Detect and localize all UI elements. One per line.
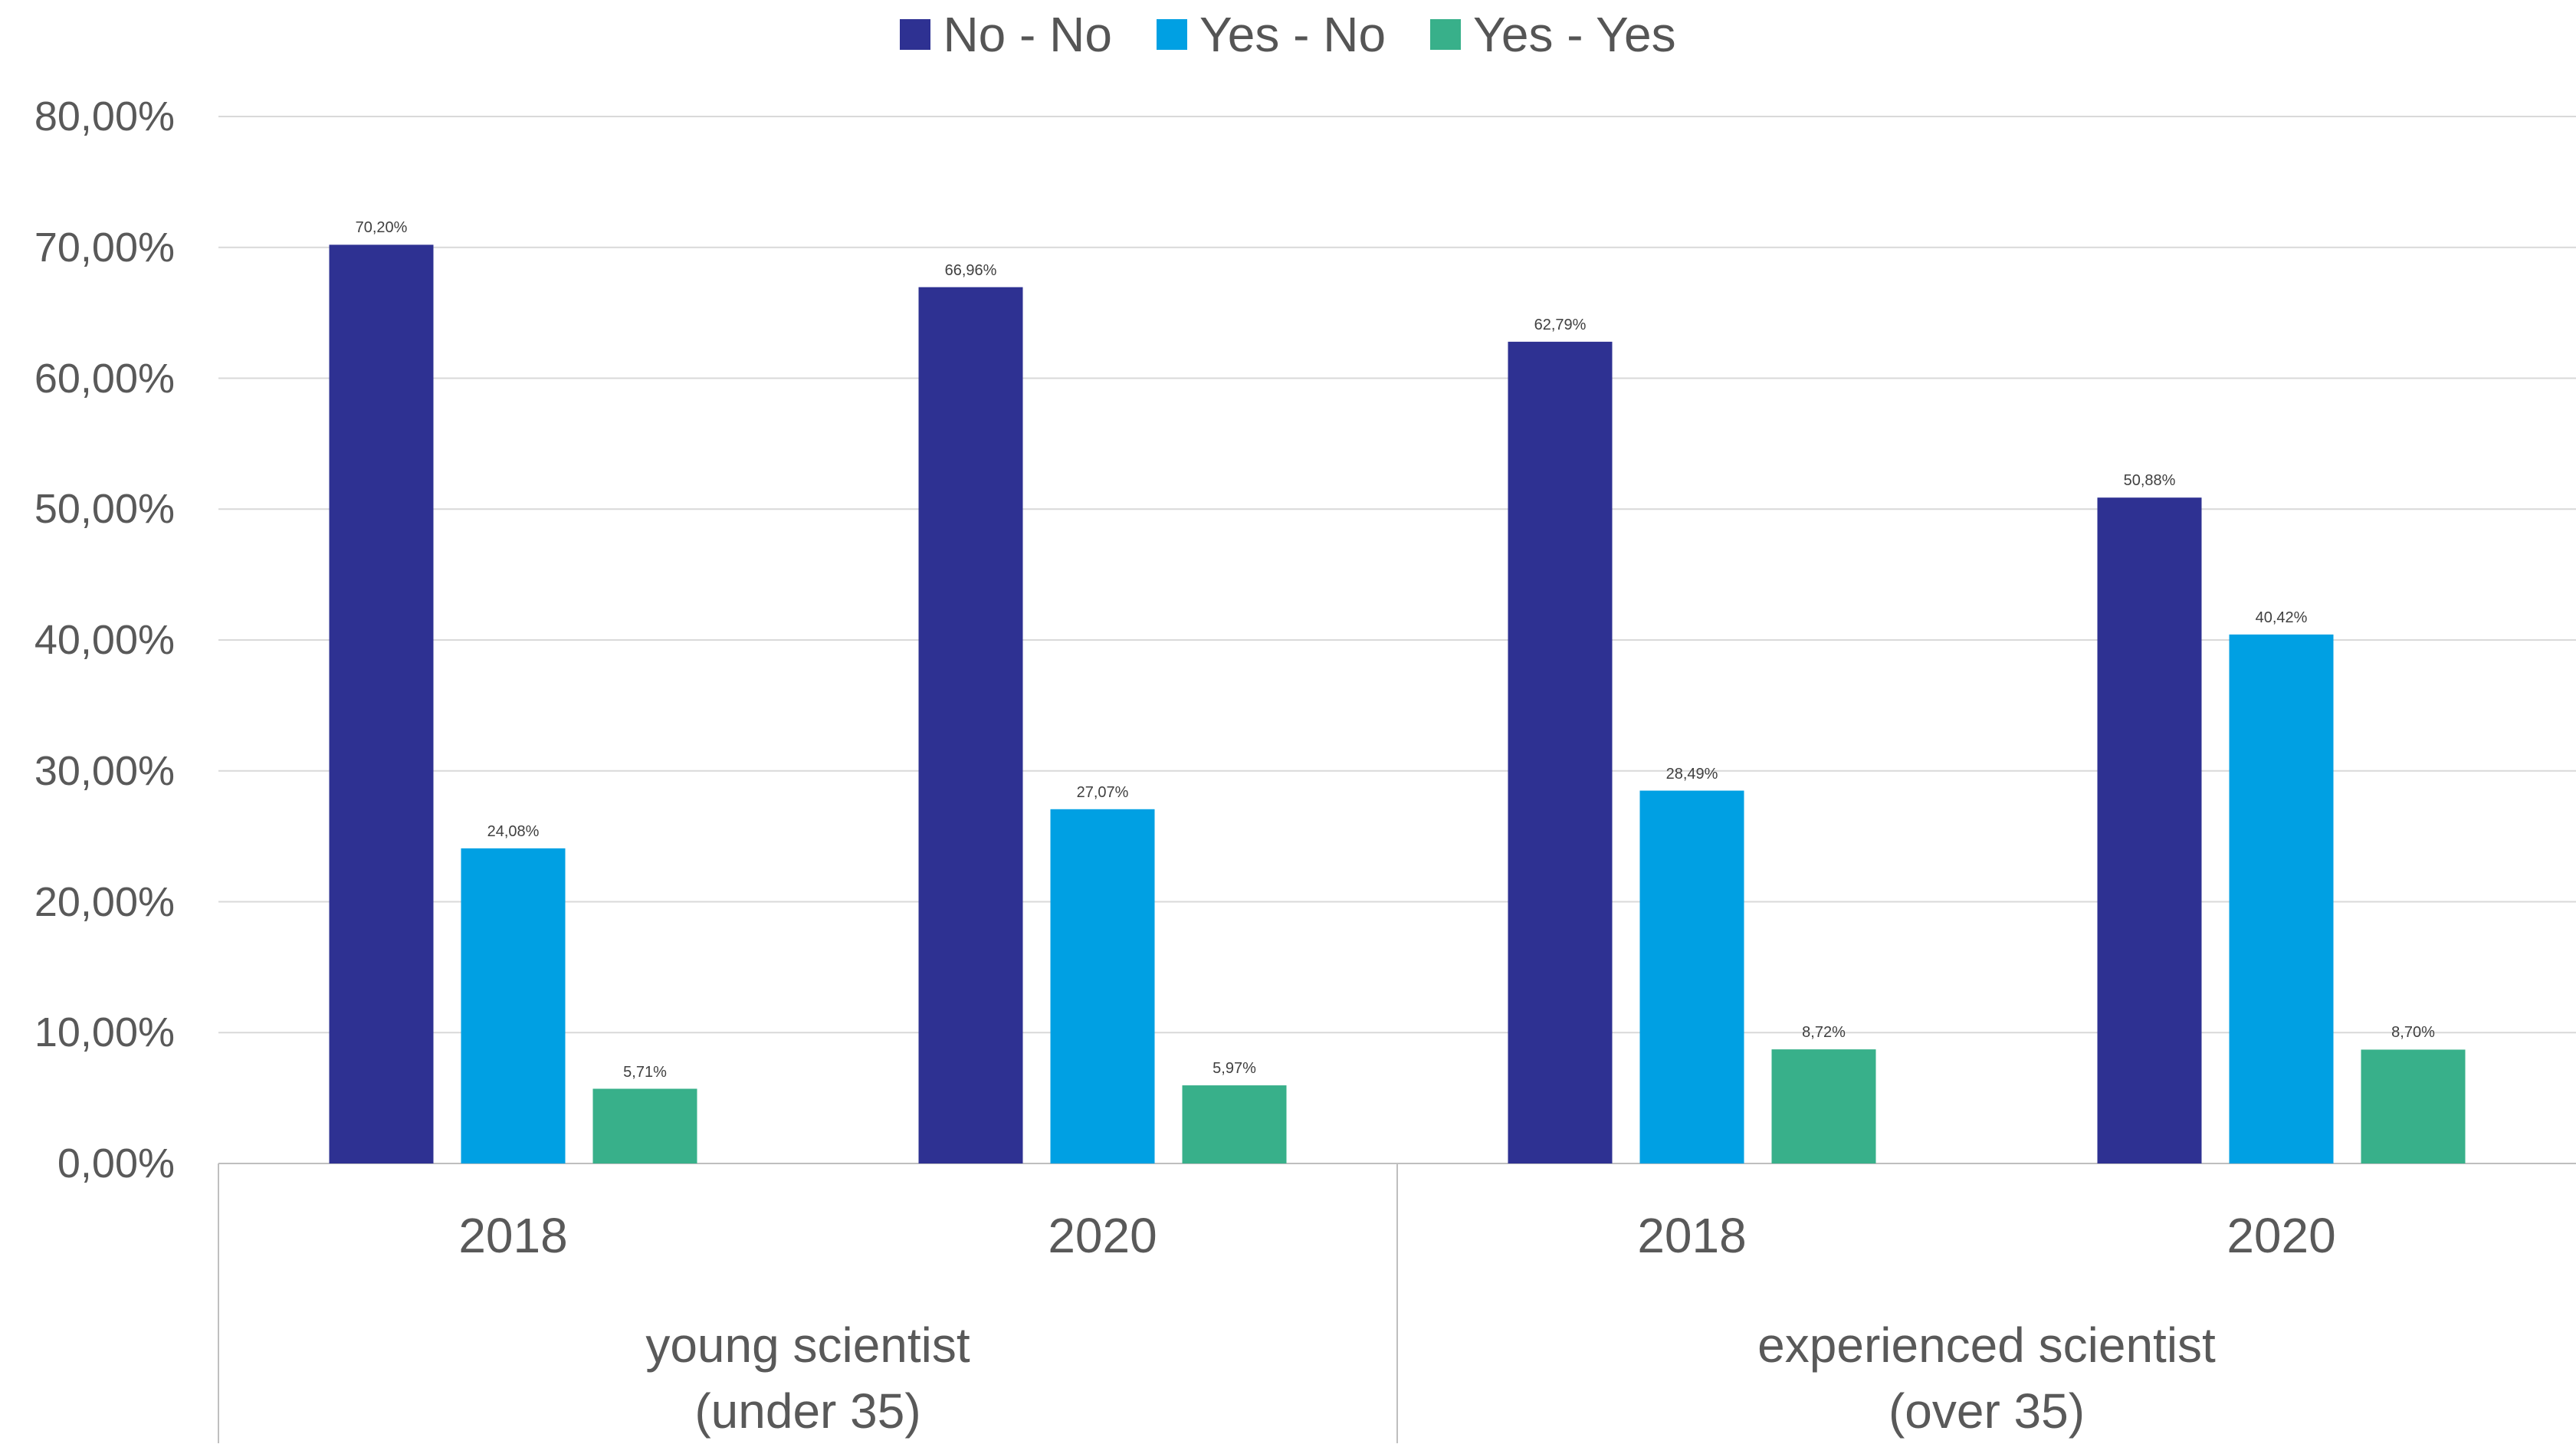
- bar-yes-yes: [592, 1088, 697, 1163]
- bar-yes-no: [1050, 809, 1155, 1163]
- bar-yes-no: [2229, 634, 2334, 1163]
- legend-swatch-yes-no: [1156, 19, 1187, 50]
- data-label: 5,71%: [623, 1063, 667, 1081]
- legend-label-yes-no: Yes - No: [1199, 7, 1386, 62]
- data-label: 5,97%: [1213, 1060, 1256, 1078]
- data-label: 8,72%: [1802, 1024, 1846, 1042]
- legend-label-no-no: No - No: [943, 7, 1112, 62]
- y-tick-label: 0,00%: [57, 1140, 175, 1186]
- legend-item-yes-yes: Yes - Yes: [1430, 6, 1676, 63]
- y-tick-label: 80,00%: [34, 94, 175, 139]
- y-tick-label: 10,00%: [34, 1009, 175, 1056]
- data-label: 24,08%: [487, 822, 540, 840]
- x-group-label: young scientist (under 35): [645, 1312, 970, 1444]
- y-tick-label: 50,00%: [34, 486, 175, 533]
- legend-swatch-no-no: [900, 19, 931, 50]
- bar-no-no: [918, 287, 1023, 1164]
- bar-yes-yes: [1182, 1085, 1287, 1163]
- data-label: 28,49%: [1665, 765, 1718, 783]
- legend-label-yes-yes: Yes - Yes: [1473, 7, 1676, 62]
- legend-swatch-yes-yes: [1430, 19, 1462, 50]
- bar-no-no: [1508, 341, 1613, 1164]
- bar-no-no: [2097, 497, 2202, 1163]
- bar-yes-no: [1639, 790, 1744, 1163]
- x-group-label-line2: (over 35): [1888, 1383, 2085, 1439]
- bar-yes-no: [461, 848, 566, 1163]
- y-tick-label: 40,00%: [34, 617, 175, 663]
- bar-yes-yes: [1771, 1049, 1876, 1163]
- x-tick-label: 2020: [2227, 1208, 2336, 1263]
- x-group-label-line2: (under 35): [694, 1383, 921, 1439]
- legend-item-no-no: No - No: [900, 6, 1112, 63]
- y-tick-label: 70,00%: [34, 224, 175, 271]
- data-label: 27,07%: [1076, 783, 1129, 801]
- data-label: 50,88%: [2123, 472, 2176, 490]
- y-tick-label: 20,00%: [34, 878, 175, 925]
- bar-no-no: [329, 244, 434, 1164]
- y-tick-label: 60,00%: [34, 355, 175, 402]
- legend-item-yes-no: Yes - No: [1156, 6, 1386, 63]
- y-tick-label: 30,00%: [34, 747, 175, 794]
- x-tick-label: 2018: [1637, 1208, 1747, 1263]
- data-label: 8,70%: [2391, 1024, 2435, 1042]
- data-label: 40,42%: [2255, 609, 2308, 626]
- data-label: 62,79%: [1534, 316, 1587, 333]
- x-tick-label: 2018: [458, 1208, 568, 1263]
- data-label: 66,96%: [944, 261, 997, 279]
- x-group-label-line1: experienced scientist: [1757, 1318, 2216, 1373]
- x-group-label-line1: young scientist: [645, 1318, 970, 1373]
- x-tick-label: 2020: [1048, 1208, 1157, 1263]
- chart-legend: No - No Yes - No Yes - Yes: [0, 6, 2576, 63]
- x-group-label: experienced scientist (over 35): [1757, 1312, 2216, 1444]
- data-label: 70,20%: [355, 219, 408, 237]
- bar-yes-yes: [2361, 1049, 2466, 1163]
